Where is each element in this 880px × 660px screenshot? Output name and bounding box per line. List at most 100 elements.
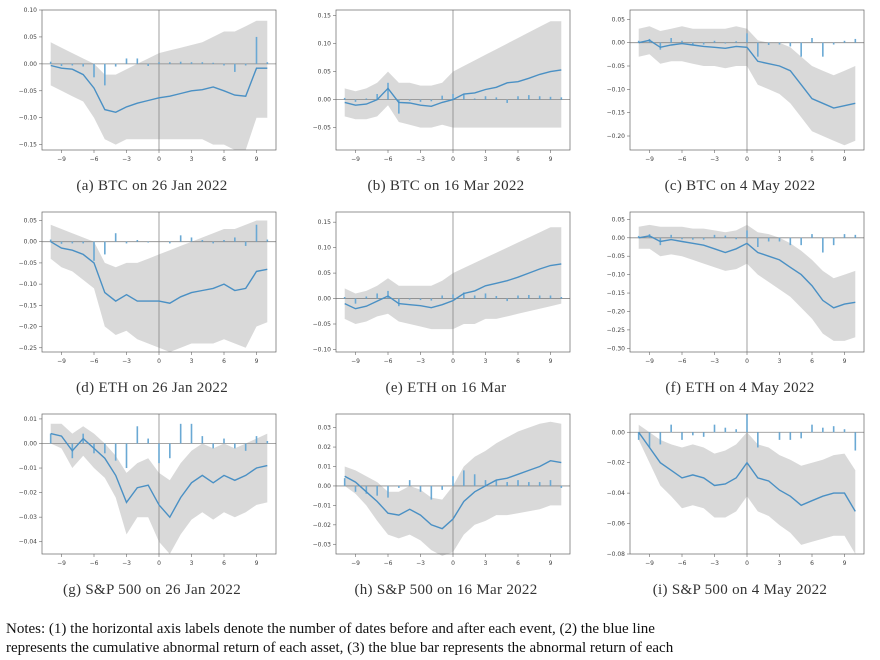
y-tick-label: −0.05 [607, 63, 626, 70]
x-tick-label: 0 [157, 156, 161, 163]
y-tick-label: −0.05 [313, 125, 332, 132]
chart-panel: 0.15 0.10 0.05 0.00 −0.05 −0.10 −9 −6 −3 0 3 6 9 (e) … [300, 206, 592, 396]
x-tick-label: 3 [190, 560, 194, 567]
x-tick-label: 0 [451, 358, 455, 365]
y-tick-label: 0.05 [24, 217, 38, 224]
chart-svg: 0.05 0.00 −0.05 −0.10 −0.15 −0.20 −0.25 −0.30 −9… [607, 211, 865, 365]
notes-text: Notes: (1) the horizontal axis labels de… [6, 620, 874, 658]
chart-svg: 0.10 0.05 0.00 −0.05 −0.10 −0.15 −9 −6 −3 0 3 6 9 [19, 7, 277, 163]
x-tick-label: −6 [384, 156, 393, 163]
y-tick-label: 0.00 [24, 61, 38, 68]
y-tick-label: 0.01 [24, 416, 38, 423]
x-tick-label: 3 [778, 560, 782, 567]
cumulative-return-line [50, 432, 268, 519]
y-tick-label: −0.06 [607, 521, 626, 528]
x-tick-label: 6 [810, 560, 814, 567]
y-tick-label: −0.20 [607, 308, 626, 315]
y-tick-label: −0.02 [19, 490, 38, 497]
y-tick-label: −0.05 [607, 253, 626, 260]
x-tick-label: −9 [645, 156, 654, 163]
x-tick-label: 9 [255, 560, 259, 567]
chart-svg: 0.03 0.02 0.01 0.00 −0.01 −0.02 −0.03 −9 −6 −3 0 3 6… [313, 413, 571, 567]
y-tick-label: 0.01 [318, 464, 332, 471]
x-tick-label: −6 [678, 560, 687, 567]
chart-caption: (c) BTC on 4 May 2022 [664, 178, 816, 194]
x-tick-label: 6 [516, 156, 520, 163]
y-tick-label: −0.25 [19, 345, 38, 352]
y-tick-label: 0.05 [24, 34, 38, 41]
y-tick-label: −0.10 [19, 115, 38, 122]
x-tick-label: −9 [645, 358, 654, 365]
x-tick-label: 3 [484, 560, 488, 567]
cumulative-return-line [50, 64, 268, 114]
x-tick-label: 0 [745, 560, 749, 567]
x-tick-label: 9 [255, 358, 259, 365]
x-tick-label: −3 [122, 560, 131, 567]
y-tick-label: −0.02 [313, 522, 332, 529]
y-tick-label: 0.05 [318, 69, 332, 76]
x-tick-label: −3 [122, 358, 131, 365]
chart-svg: 0.01 0.00 −0.01 −0.02 −0.03 −0.04 −9 −6 −3 0 3 6 9 [19, 413, 277, 567]
chart-panel: 0.05 0.00 −0.05 −0.10 −0.15 −0.20 −0.25 −0.30 −9… [594, 206, 880, 396]
x-tick-label: −9 [57, 156, 66, 163]
x-tick-label: −3 [416, 156, 425, 163]
x-tick-label: −3 [710, 358, 719, 365]
y-tick-label: −0.20 [19, 324, 38, 331]
x-tick-label: 6 [516, 358, 520, 365]
x-tick-label: 6 [222, 156, 226, 163]
y-tick-label: 0.02 [318, 444, 332, 451]
y-tick-label: 0.00 [612, 429, 626, 436]
x-tick-label: −3 [122, 156, 131, 163]
x-tick-label: −3 [416, 358, 425, 365]
x-tick-label: 0 [745, 156, 749, 163]
x-tick-label: 0 [745, 358, 749, 365]
x-tick-label: −6 [90, 560, 99, 567]
x-tick-label: −9 [57, 560, 66, 567]
x-tick-label: −6 [678, 156, 687, 163]
chart-caption: (h) S&P 500 on 16 Mar 2022 [354, 582, 538, 598]
cumulative-return-line [638, 39, 856, 109]
x-tick-label: 9 [843, 156, 847, 163]
y-tick-label: 0.00 [612, 40, 626, 47]
y-tick-label: 0.10 [318, 245, 332, 252]
chart-caption: (b) BTC on 16 Mar 2022 [367, 178, 525, 194]
y-tick-label: −0.25 [607, 327, 626, 334]
chart-panel: 0.01 0.00 −0.01 −0.02 −0.03 −0.04 −9 −6 −3 0 3 6 9 (g… [6, 408, 298, 598]
x-tick-label: −9 [57, 358, 66, 365]
x-tick-label: 6 [222, 358, 226, 365]
y-tick-label: −0.15 [19, 302, 38, 309]
x-tick-label: 3 [778, 358, 782, 365]
y-tick-label: −0.05 [19, 88, 38, 95]
x-tick-label: 9 [549, 358, 553, 365]
x-tick-label: 9 [549, 560, 553, 567]
y-tick-label: −0.10 [313, 346, 332, 353]
y-tick-label: 0.05 [612, 216, 626, 223]
y-tick-label: −0.10 [19, 281, 38, 288]
x-tick-label: 9 [843, 560, 847, 567]
y-tick-label: 0.00 [318, 97, 332, 104]
y-tick-label: 0.15 [318, 219, 332, 226]
cumulative-return-line [638, 235, 856, 309]
y-tick-label: −0.02 [607, 460, 626, 467]
chart-caption: (i) S&P 500 on 4 May 2022 [652, 582, 828, 598]
cumulative-return-line [344, 69, 562, 108]
y-tick-label: −0.04 [19, 539, 38, 546]
x-tick-label: 0 [157, 560, 161, 567]
y-tick-label: 0.03 [318, 425, 332, 432]
y-tick-label: −0.05 [313, 321, 332, 328]
chart-svg: 0.05 0.00 −0.05 −0.10 −0.15 −0.20 −9 −6 −3 0 3 6 9 [607, 9, 865, 163]
chart-caption: (a) BTC on 26 Jan 2022 [76, 178, 228, 194]
chart-svg: 0.05 0.00 −0.05 −0.10 −0.15 −0.20 −0.25 −9 −6 −3 0… [19, 211, 277, 365]
x-tick-label: 6 [810, 156, 814, 163]
y-tick-label: −0.08 [607, 551, 626, 558]
chart-panel: 0.05 0.00 −0.05 −0.10 −0.15 −0.20 −9 −6 −3 0 3 6 9 (c… [594, 4, 880, 194]
y-tick-label: −0.01 [19, 465, 38, 472]
x-tick-label: 3 [484, 156, 488, 163]
chart-panel: 0.10 0.05 0.00 −0.05 −0.10 −0.15 −9 −6 −3 0 3 6 9 (a)… [6, 4, 298, 194]
chart-caption: (d) ETH on 26 Jan 2022 [76, 380, 228, 396]
x-tick-label: 0 [157, 358, 161, 365]
x-tick-label: −3 [710, 156, 719, 163]
cumulative-return-line [344, 263, 562, 310]
x-tick-label: −6 [384, 560, 393, 567]
y-tick-label: −0.03 [19, 514, 38, 521]
